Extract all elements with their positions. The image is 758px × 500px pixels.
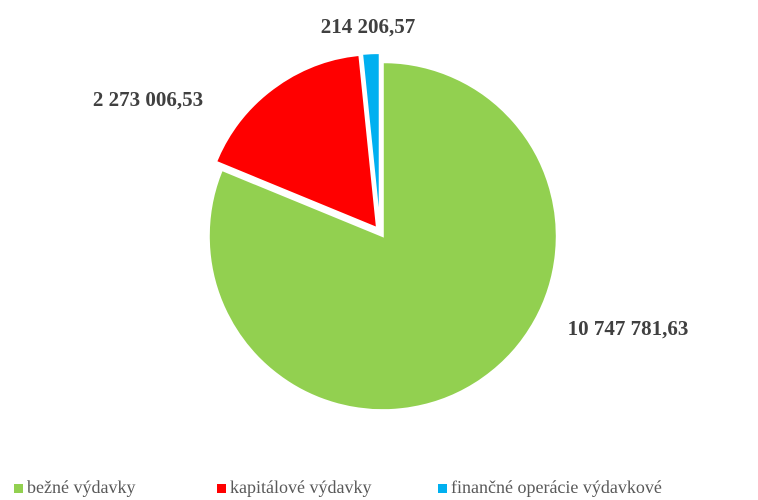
data-label: 2 273 006,53 [93,87,203,111]
pie-slice [360,52,381,228]
legend-swatch [14,484,23,493]
pie-slice [214,53,379,230]
legend-label: finančné operácie výdavkové [451,477,662,497]
data-label: 10 747 781,63 [568,316,689,340]
legend-swatch [217,484,226,493]
legend-label: kapitálové výdavky [230,477,371,497]
pie-slice [207,61,558,412]
legend-swatch [438,484,447,493]
legend-label: bežné výdavky [27,477,135,497]
data-label: 214 206,57 [321,14,416,38]
